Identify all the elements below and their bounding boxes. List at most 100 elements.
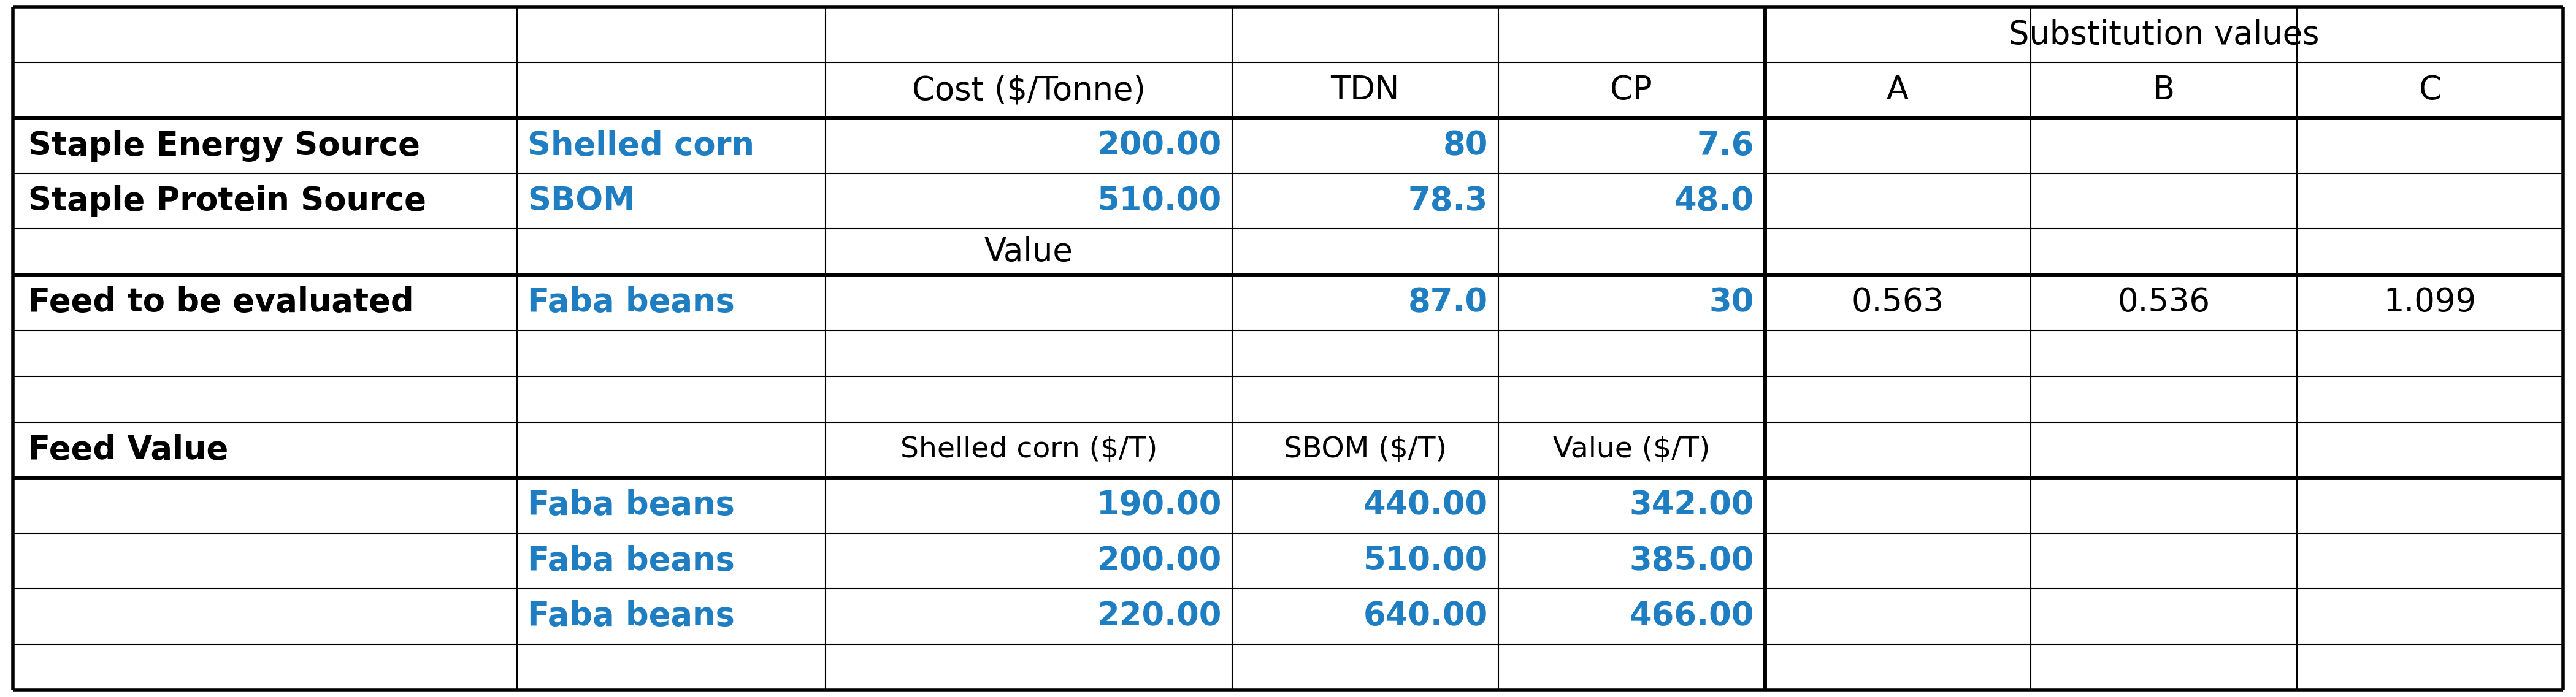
Bar <box>1765 275 2030 330</box>
Text: 385.00: 385.00 <box>1631 545 1754 577</box>
Bar <box>824 422 1231 477</box>
Bar <box>1499 477 1765 533</box>
Bar <box>2030 533 2298 588</box>
Bar <box>1231 644 1499 690</box>
Bar <box>1499 588 1765 644</box>
Bar <box>1499 422 1765 477</box>
Text: TDN: TDN <box>1332 74 1399 106</box>
Bar <box>824 7 1231 63</box>
Bar <box>824 330 1231 376</box>
Text: SBOM: SBOM <box>528 185 636 217</box>
Bar <box>13 174 518 229</box>
Bar <box>13 376 518 422</box>
Text: Value: Value <box>984 236 1074 268</box>
Bar <box>1231 376 1499 422</box>
Text: 220.00: 220.00 <box>1097 600 1221 632</box>
Bar <box>824 63 1231 118</box>
Bar <box>2298 275 2563 330</box>
Bar <box>824 644 1231 690</box>
Text: 7.6: 7.6 <box>1698 130 1754 162</box>
Bar <box>824 533 1231 588</box>
Bar <box>1499 118 1765 174</box>
Bar <box>2298 174 2563 229</box>
Bar <box>2298 7 2563 63</box>
Bar <box>2298 588 2563 644</box>
Bar <box>2298 477 2563 533</box>
Bar <box>13 275 518 330</box>
Bar <box>824 118 1231 174</box>
Text: 510.00: 510.00 <box>1097 185 1221 217</box>
Bar <box>2030 63 2298 118</box>
Bar <box>1231 422 1499 477</box>
Bar <box>2298 118 2563 174</box>
Bar <box>13 63 518 118</box>
Bar <box>518 63 824 118</box>
Bar <box>2030 644 2298 690</box>
Text: 78.3: 78.3 <box>1409 185 1489 217</box>
Bar <box>1231 477 1499 533</box>
Bar <box>13 229 518 275</box>
Bar <box>13 118 518 174</box>
Text: CP: CP <box>1610 74 1651 106</box>
Bar <box>1231 588 1499 644</box>
Bar <box>1499 376 1765 422</box>
Text: 0.536: 0.536 <box>2117 286 2210 319</box>
Text: 440.00: 440.00 <box>1363 489 1489 521</box>
Bar <box>2298 63 2563 118</box>
Bar <box>518 174 824 229</box>
Bar <box>13 588 518 644</box>
Bar <box>2298 533 2563 588</box>
Text: Faba beans: Faba beans <box>528 600 734 632</box>
Bar <box>2030 275 2298 330</box>
Bar <box>824 174 1231 229</box>
Bar <box>13 477 518 533</box>
Text: 48.0: 48.0 <box>1674 185 1754 217</box>
Text: Cost ($/Tonne): Cost ($/Tonne) <box>912 74 1146 106</box>
Text: Faba beans: Faba beans <box>528 489 734 521</box>
Bar <box>2030 118 2298 174</box>
Bar <box>13 644 518 690</box>
Bar <box>1499 644 1765 690</box>
Text: 466.00: 466.00 <box>1631 600 1754 632</box>
Bar <box>1231 533 1499 588</box>
Bar <box>13 330 518 376</box>
Bar <box>1231 330 1499 376</box>
Bar <box>2030 422 2298 477</box>
Bar <box>2298 229 2563 275</box>
Bar <box>2030 376 2298 422</box>
Text: Faba beans: Faba beans <box>528 286 734 319</box>
Bar <box>1765 229 2030 275</box>
Bar <box>1231 7 1499 63</box>
Bar <box>518 118 824 174</box>
Bar <box>518 644 824 690</box>
Bar <box>1499 174 1765 229</box>
Bar <box>518 533 824 588</box>
Bar <box>518 275 824 330</box>
Text: 200.00: 200.00 <box>1097 130 1221 162</box>
Text: 0.563: 0.563 <box>1852 286 1945 319</box>
Bar <box>518 477 824 533</box>
Bar <box>2030 229 2298 275</box>
Bar <box>824 588 1231 644</box>
Text: 1.099: 1.099 <box>2383 286 2476 319</box>
Text: SBOM ($/T): SBOM ($/T) <box>1283 436 1448 464</box>
Bar <box>518 588 824 644</box>
Bar <box>2298 422 2563 477</box>
Bar <box>1499 275 1765 330</box>
Bar <box>1765 422 2030 477</box>
Bar <box>1765 63 2030 118</box>
Bar <box>1765 644 2030 690</box>
Bar <box>824 376 1231 422</box>
Bar <box>2298 330 2563 376</box>
Text: 87.0: 87.0 <box>1409 286 1489 319</box>
Text: Faba beans: Faba beans <box>528 545 734 577</box>
Text: A: A <box>1886 74 1909 106</box>
Text: Feed to be evaluated: Feed to be evaluated <box>28 286 415 319</box>
Text: Shelled corn: Shelled corn <box>528 130 755 162</box>
Bar <box>1765 376 2030 422</box>
Bar <box>1231 174 1499 229</box>
Text: 510.00: 510.00 <box>1363 545 1489 577</box>
Text: 200.00: 200.00 <box>1097 545 1221 577</box>
Bar <box>518 376 824 422</box>
Bar <box>1765 118 2030 174</box>
